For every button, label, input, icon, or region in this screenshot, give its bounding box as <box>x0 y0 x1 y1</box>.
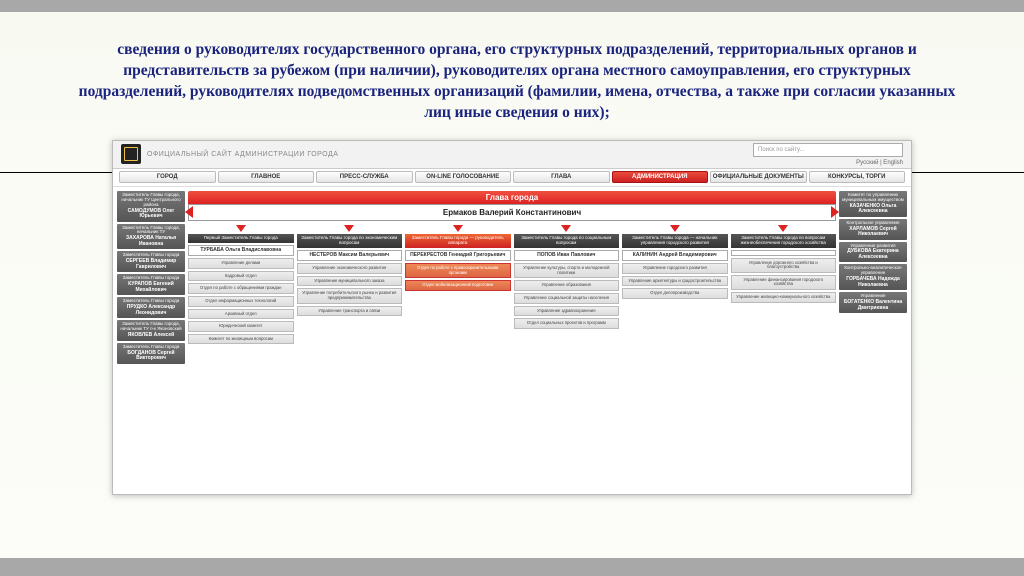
down-arrow-icon <box>236 225 246 232</box>
nav-tab[interactable]: ОФИЦИАЛЬНЫЕ ДОКУМЕНТЫ <box>710 171 807 183</box>
center-column: Глава города Ермаков Валерий Константино… <box>188 191 836 364</box>
embedded-screenshot: ОФИЦИАЛЬНЫЙ САЙТ АДМИНИСТРАЦИИ ГОРОДА По… <box>112 140 912 495</box>
dept-column: Заместитель Главы города — начальник упр… <box>622 225 728 345</box>
dept-head[interactable]: Заместитель Главы города — руководитель … <box>405 234 511 248</box>
dept-head[interactable]: Первый Заместитель Главы города <box>188 234 294 243</box>
head-bar: Глава города <box>188 191 836 204</box>
dept-column: Первый Заместитель Главы города ТУРБАБА О… <box>188 225 294 345</box>
dept-sub[interactable]: Управление финансирования городского хоз… <box>731 275 837 290</box>
dept-sub[interactable]: Отдел социальных проектов и программ <box>514 318 620 329</box>
dept-sub[interactable]: Архивный отдел <box>188 309 294 320</box>
dept-sub[interactable]: Управление потребительского рынка и разв… <box>297 288 403 303</box>
dept-sub[interactable]: Управление архитектуры и градостроительс… <box>622 276 728 287</box>
dept-sub[interactable]: Отдел по работе с правоохранительными ор… <box>405 263 511 278</box>
slide-title: сведения о руководителях государственног… <box>0 12 1024 136</box>
dept-sub[interactable]: Отдел делопроизводства <box>622 288 728 299</box>
dept-sub[interactable]: Управление культуры, спорта и молодежной… <box>514 263 620 278</box>
down-arrow-icon <box>561 225 571 232</box>
arrow-left-icon[interactable] <box>185 206 193 218</box>
dept-sub[interactable]: Управление жилищно-коммунального хозяйст… <box>731 292 837 303</box>
dept-column: Заместитель Главы города — руководитель … <box>405 225 511 345</box>
left-side-column: Заместитель Главы города, начальник ТУ Ц… <box>117 191 185 364</box>
dept-sub[interactable]: Юридический комитет <box>188 321 294 332</box>
nav-tab[interactable]: АДМИНИСТРАЦИЯ <box>612 171 709 183</box>
side-cell[interactable]: УправлениеБОГАТЕНКО Валентина Дмитриевна <box>839 292 907 313</box>
dept-sub[interactable]: Управление городского развития <box>622 263 728 274</box>
dept-sub[interactable]: Управление дорожного хозяйства и благоус… <box>731 258 837 273</box>
nav-tab[interactable]: ГЛАВНОЕ <box>218 171 315 183</box>
dept-name[interactable]: ТУРБАБА Ольга Владиславовна <box>188 245 294 257</box>
down-arrow-icon <box>778 225 788 232</box>
topbar-caption: ОФИЦИАЛЬНЫЙ САЙТ АДМИНИСТРАЦИИ ГОРОДА <box>147 151 753 158</box>
dept-sub[interactable]: Управление здравоохранения <box>514 306 620 317</box>
down-arrow-icon <box>453 225 463 232</box>
org-chart: Заместитель Главы города, начальник ТУ Ц… <box>113 187 911 364</box>
dept-sub[interactable]: Управление муниципального заказа <box>297 276 403 287</box>
dept-sub[interactable]: Комитет по жилищным вопросам <box>188 334 294 345</box>
dept-sub[interactable]: Управление экономического развития <box>297 263 403 274</box>
side-cell[interactable]: Заместитель Главы городаСЕРГЕЕВ Владимир… <box>117 251 185 272</box>
side-cell[interactable]: Контрольно-аналитическое управлениеГОРБА… <box>839 264 907 290</box>
mayor-name-bar[interactable]: Ермаков Валерий Константинович <box>188 204 836 221</box>
nav-tab[interactable]: ГОРОД <box>119 171 216 183</box>
site-logo[interactable] <box>121 144 141 164</box>
main-nav: ГОРОДГЛАВНОЕПРЕСС-СЛУЖБАON-LINE ГОЛОСОВА… <box>113 169 911 187</box>
dept-sub[interactable]: Кадровый отдел <box>188 271 294 282</box>
dept-sub[interactable]: Отдел по работе с обращениями граждан <box>188 283 294 294</box>
side-cell[interactable]: Управление развитияДУБКОВА Екатерина Але… <box>839 242 907 263</box>
nav-tab[interactable]: ПРЕСС-СЛУЖБА <box>316 171 413 183</box>
dept-columns: Первый Заместитель Главы города ТУРБАБА О… <box>188 225 836 345</box>
side-cell[interactable]: Заместитель Главы городаКУРАПОВ Евгений … <box>117 274 185 295</box>
side-cell[interactable]: Заместитель Главы города, начальник ТУЗА… <box>117 224 185 250</box>
dept-column: Заместитель Главы города по вопросам жиз… <box>731 225 837 345</box>
nav-tab[interactable]: ON-LINE ГОЛОСОВАНИЕ <box>415 171 512 183</box>
nav-tab[interactable]: ГЛАВА <box>513 171 610 183</box>
search-input[interactable]: Поиск по сайту... <box>753 143 903 157</box>
nav-tab[interactable]: КОНКУРСЫ, ТОРГИ <box>809 171 906 183</box>
lang-switch[interactable]: Русский | English <box>856 160 903 166</box>
dept-sub[interactable]: Отдел информационных технологий <box>188 296 294 307</box>
dept-head[interactable]: Заместитель Главы города по вопросам жиз… <box>731 234 837 248</box>
dept-sub[interactable]: Управление транспорта и связи <box>297 306 403 317</box>
dept-name[interactable]: НЕСТЕРОВ Максим Валерьевич <box>297 250 403 262</box>
side-cell[interactable]: Заместитель Главы города, начальник ТУ Ц… <box>117 191 185 222</box>
dept-column: Заместитель Главы города по социальным в… <box>514 225 620 345</box>
dept-sub[interactable]: Управление делами <box>188 258 294 269</box>
dept-name[interactable]: ПОПОВ Иван Павлович <box>514 250 620 262</box>
arrow-right-icon[interactable] <box>831 206 839 218</box>
mayor-name: Ермаков Валерий Константинович <box>443 208 581 217</box>
side-cell[interactable]: Контрольное управлениеХАРЛАМОВ Сергей Ни… <box>839 219 907 240</box>
down-arrow-icon <box>670 225 680 232</box>
side-cell[interactable]: Заместитель Главы городаПРУДКО Александр… <box>117 297 185 318</box>
dept-head[interactable]: Заместитель Главы города — начальник упр… <box>622 234 728 248</box>
dept-column: Заместитель Главы города по экономически… <box>297 225 403 345</box>
dept-head[interactable]: Заместитель Главы города по экономически… <box>297 234 403 248</box>
side-cell[interactable]: Комитет по управлению муниципальным имущ… <box>839 191 907 217</box>
down-arrow-icon <box>344 225 354 232</box>
site-topbar: ОФИЦИАЛЬНЫЙ САЙТ АДМИНИСТРАЦИИ ГОРОДА По… <box>113 141 911 169</box>
dept-sub[interactable]: Управление образования <box>514 280 620 291</box>
dept-name[interactable] <box>731 250 837 256</box>
dept-name[interactable]: ПЕРЕКРЕСТОВ Геннадий Григорьевич <box>405 250 511 262</box>
dept-name[interactable]: КАЛИНИН Андрей Владимирович <box>622 250 728 262</box>
right-side-column: Комитет по управлению муниципальным имущ… <box>839 191 907 364</box>
side-cell[interactable]: Заместитель Главы города, начальник ТУ п… <box>117 320 185 340</box>
dept-sub[interactable]: Управление социальной защиты населения <box>514 293 620 304</box>
dept-sub[interactable]: Отдел мобилизационной подготовки <box>405 280 511 291</box>
dept-head[interactable]: Заместитель Главы города по социальным в… <box>514 234 620 248</box>
side-cell[interactable]: Заместитель Главы городаБОГДАНОВ Сергей … <box>117 343 185 364</box>
